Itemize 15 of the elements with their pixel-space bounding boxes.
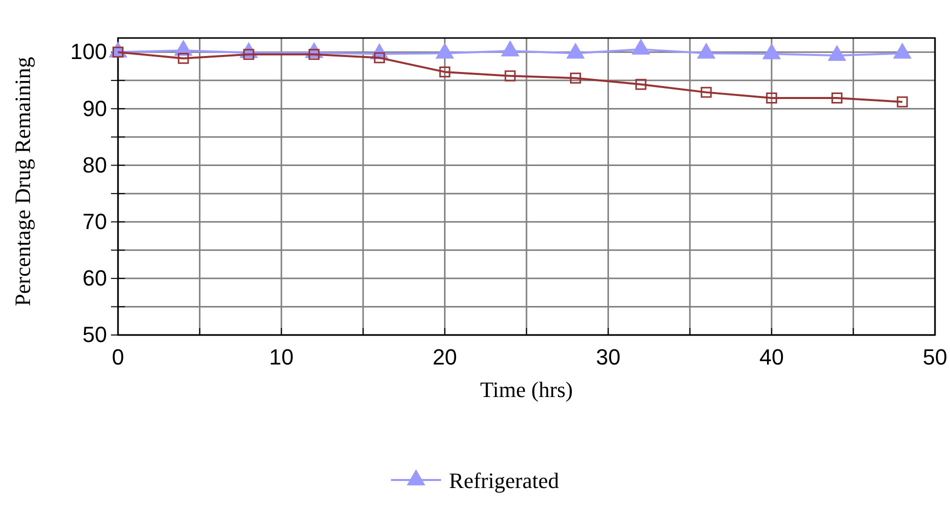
- y-tick-label: 70: [82, 208, 107, 234]
- x-tick-label: 20: [432, 344, 458, 370]
- y-tick-label: 80: [82, 152, 107, 178]
- legend-label: Refrigerated: [449, 468, 559, 493]
- x-axis-title: Time (hrs): [480, 377, 573, 402]
- x-tick-label: 10: [269, 344, 294, 370]
- x-tick-label: 50: [922, 344, 948, 370]
- y-tick-label: 100: [70, 39, 107, 64]
- y-tick-label: 60: [82, 265, 107, 290]
- y-tick-label: 50: [82, 322, 107, 348]
- y-axis-title: Percentage Drug Remaining: [10, 56, 35, 306]
- y-tick-label: 90: [82, 96, 107, 121]
- x-tick-label: 40: [759, 344, 784, 370]
- x-tick-label: 30: [596, 344, 620, 370]
- x-tick-label: 0: [112, 344, 124, 370]
